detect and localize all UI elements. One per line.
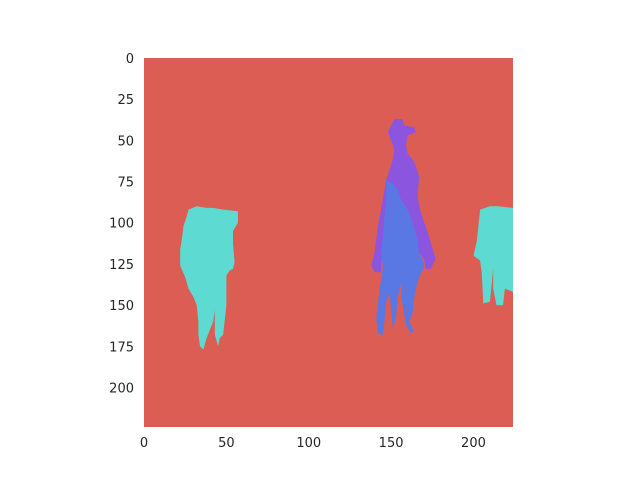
- person-segment-3: [371, 119, 436, 273]
- horse-segment-1: [180, 206, 238, 350]
- x-tick-label: 50: [218, 436, 235, 451]
- y-tick-label: 125: [109, 258, 134, 273]
- y-tick-label: 200: [109, 381, 134, 396]
- y-tick-label: 50: [117, 134, 134, 149]
- x-tick-label: 150: [379, 436, 404, 451]
- y-tick-label: 175: [109, 340, 134, 355]
- horse-segment-2: [473, 206, 513, 306]
- y-tick-label: 100: [109, 217, 134, 232]
- y-tick-label: 25: [117, 93, 134, 108]
- x-axis: 0 50 100 150 200: [140, 436, 486, 451]
- x-tick-label: 100: [296, 436, 321, 451]
- x-tick-label: 200: [461, 436, 486, 451]
- y-tick-label: 150: [109, 299, 134, 314]
- y-tick-label: 75: [117, 176, 134, 191]
- segmentation-image: [144, 58, 513, 427]
- horse-segment-4: [376, 179, 424, 335]
- y-axis: 0 25 50 75 100 125 150 175 200: [109, 52, 134, 396]
- y-tick-label: 0: [126, 52, 134, 67]
- x-tick-label: 0: [140, 436, 148, 451]
